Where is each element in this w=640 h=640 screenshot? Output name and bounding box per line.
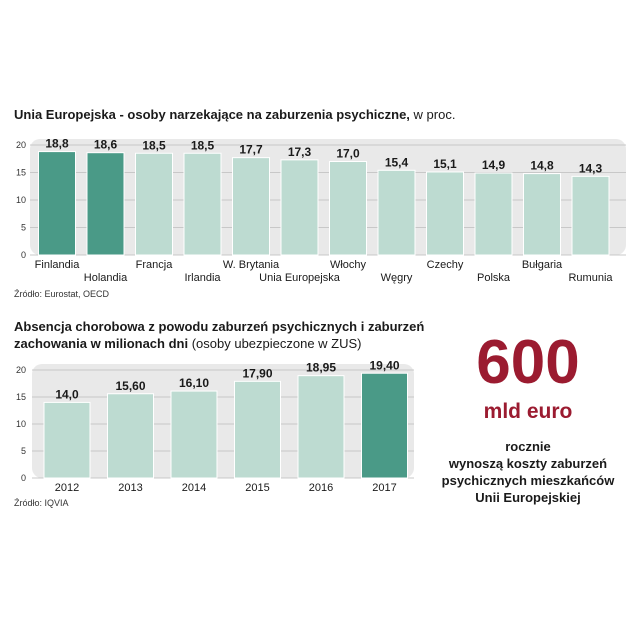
bar: [183, 152, 222, 256]
bar: [571, 175, 610, 256]
x-tick-label: Rumunia: [568, 272, 613, 284]
data-label: 17,7: [239, 143, 263, 157]
data-label: 18,6: [94, 138, 118, 152]
x-tick-label: 2013: [118, 482, 142, 494]
chart1-source: Źródło: Eurostat, OECD: [14, 289, 110, 299]
data-label: 15,4: [385, 155, 409, 169]
chart2-plot: 0 5 10 15 20 14,0 2012 15,60 2013 16,10 2014 17,90 2…: [16, 360, 414, 494]
x-tick-label: Czechy: [427, 259, 464, 271]
data-label: 17,90: [242, 366, 272, 380]
chart2-title-suffix: (osoby ubezpieczone w ZUS): [188, 336, 362, 351]
bar: [361, 372, 408, 479]
callout-number: 600: [476, 328, 580, 397]
bar: [107, 393, 154, 479]
data-label: 14,8: [530, 159, 554, 173]
chart1-title-main: Unia Europejska - osoby narzekające na z…: [14, 107, 410, 122]
y-tick-label: 5: [21, 446, 26, 456]
data-label: 14,3: [579, 161, 603, 175]
x-tick-label: Francja: [136, 259, 174, 271]
y-tick-label: 0: [21, 250, 26, 260]
data-label: 18,8: [45, 137, 69, 151]
data-label: 17,3: [288, 145, 312, 159]
chart2-title: Absencja chorobowa z powodu zaburzeń psy…: [14, 318, 454, 352]
x-tick-label: Włochy: [330, 259, 367, 271]
data-label: 14,0: [55, 387, 79, 401]
y-tick-label: 20: [16, 365, 26, 375]
x-tick-label: 2016: [309, 482, 333, 494]
x-tick-label: 2012: [55, 482, 79, 494]
y-tick-label: 0: [21, 473, 26, 483]
bar: [474, 172, 513, 256]
y-tick-label: 5: [21, 223, 26, 233]
data-label: 17,0: [336, 147, 360, 161]
x-tick-label: W. Brytania: [223, 259, 280, 271]
bar: [523, 173, 561, 256]
callout-line: Unii Europejskiej: [475, 490, 581, 505]
bar: [86, 152, 125, 256]
chart2-title-line2: zachowania w milionach dni: [14, 336, 189, 351]
bar: [43, 401, 91, 479]
y-tick-label: 10: [16, 419, 26, 429]
bar: [426, 171, 464, 256]
data-label: 18,5: [142, 138, 166, 152]
x-tick-label: Irlandia: [184, 272, 221, 284]
data-label: 19,40: [369, 360, 399, 372]
callout-line: wynoszą koszty zaburzeń: [448, 456, 608, 471]
bar: [329, 161, 367, 256]
bar: [135, 152, 173, 256]
y-tick-label: 20: [16, 140, 26, 150]
x-tick-label: Węgry: [381, 272, 413, 284]
data-label: 15,1: [433, 157, 457, 171]
x-tick-label: Bułgaria: [522, 259, 563, 271]
x-tick-label: 2017: [372, 482, 396, 494]
chart1-title: Unia Europejska - osoby narzekające na z…: [14, 106, 614, 123]
bar: [377, 169, 416, 256]
bar: [280, 159, 319, 256]
y-tick-label: 15: [16, 168, 26, 178]
callout-line: psychicznych mieszkańców: [441, 473, 615, 488]
bar: [234, 380, 281, 479]
x-tick-label: Unia Europejska: [259, 272, 341, 284]
x-tick-label: Finlandia: [35, 259, 81, 271]
chart2-title-line1: Absencja chorobowa z powodu zaburzeń psy…: [14, 319, 425, 334]
data-label: 16,10: [179, 376, 209, 390]
bar: [232, 157, 270, 256]
data-label: 18,95: [306, 361, 336, 375]
bar: [297, 375, 345, 479]
data-label: 18,5: [191, 138, 215, 152]
bar: [170, 390, 218, 479]
bar: [38, 151, 76, 256]
callout-description: rocznie wynoszą koszty zaburzeń psychicz…: [428, 438, 628, 506]
x-tick-label: 2015: [245, 482, 269, 494]
chart1-title-suffix: w proc.: [409, 107, 456, 122]
callout-line: rocznie: [505, 439, 551, 454]
chart2-source: Źródło: IQVIA: [14, 498, 69, 508]
x-tick-label: 2014: [182, 482, 206, 494]
chart1-plot: 0 5 10 15 20 18,8 Finlandia 18,6 Holandia 18,5 Fra…: [16, 137, 626, 284]
x-tick-label: Polska: [477, 272, 511, 284]
callout-unit: mld euro: [483, 400, 573, 423]
data-label: 14,9: [482, 158, 506, 172]
x-tick-label: Holandia: [84, 272, 128, 284]
data-label: 15,60: [115, 379, 145, 393]
y-tick-label: 15: [16, 392, 26, 402]
y-tick-label: 10: [16, 195, 26, 205]
